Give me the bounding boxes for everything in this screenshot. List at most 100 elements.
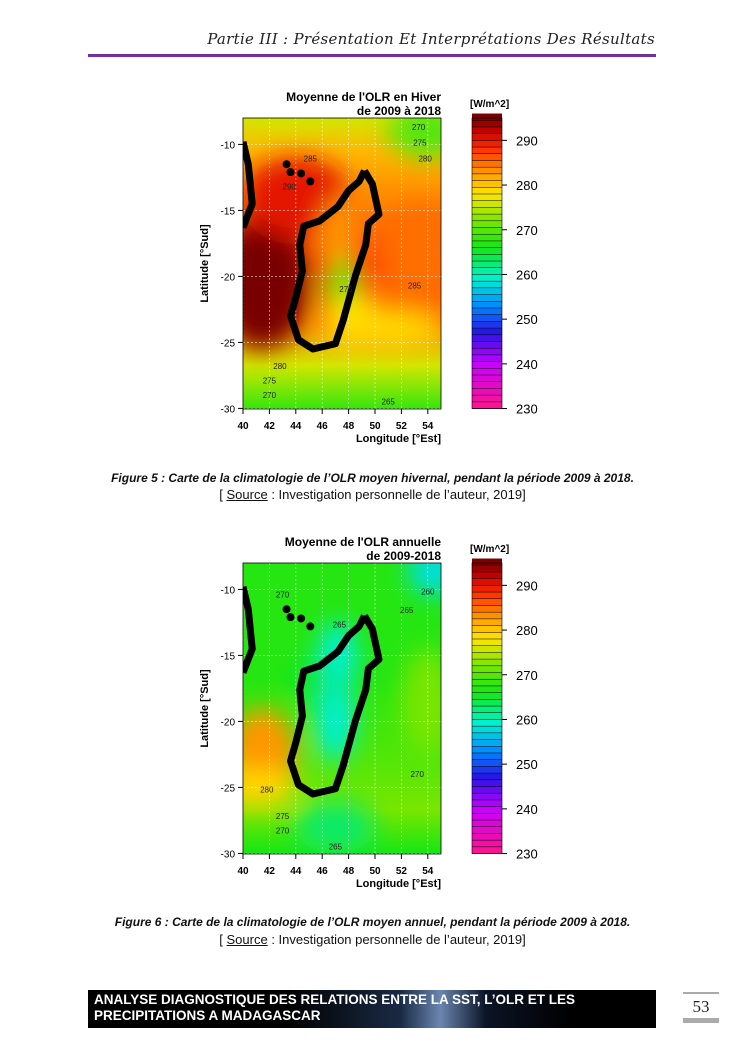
x-tick-label: 52	[396, 421, 408, 432]
colorbar-band	[472, 126, 502, 134]
colorbar-band	[472, 826, 502, 834]
colorbar-frame	[471, 562, 503, 854]
colorbar-band	[472, 699, 502, 707]
colorbar-band	[472, 659, 502, 667]
x-tick-label: 46	[317, 421, 329, 432]
colorbar-band	[472, 334, 502, 342]
source-text: : Investigation personnelle de l’auteur,…	[267, 487, 526, 502]
x-tick-label: 48	[343, 866, 355, 877]
colorbar-band	[472, 120, 502, 128]
contour-label: 265	[382, 397, 396, 406]
colorbar-band	[472, 638, 502, 646]
colorbar-tick-label: 290	[516, 133, 538, 148]
colorbar-tick-label: 260	[516, 712, 538, 727]
comoros-island	[282, 605, 291, 614]
footer-line-1: ANALYSE DIAGNOSTIQUE DES RELATIONS ENTRE…	[94, 992, 576, 1007]
colorbar-band	[472, 274, 502, 282]
olr-field-region	[401, 648, 441, 755]
colorbar-band	[472, 307, 502, 315]
colorbar-band	[472, 227, 502, 235]
colorbar-band	[472, 133, 502, 141]
olr-field-region	[408, 563, 441, 596]
contour-label: 270	[412, 123, 426, 132]
colorbar-band	[472, 625, 502, 633]
x-tick-label: 48	[343, 421, 355, 432]
x-axis-label: Longitude [°Est]	[356, 878, 441, 890]
figure-5-caption: Figure 5 : Carte de la climatologie de l…	[111, 471, 634, 485]
page-number: 53	[692, 997, 710, 1016]
colorbar-tick-label: 260	[516, 267, 538, 282]
colorbar-band	[472, 685, 502, 693]
colorbar-band	[472, 618, 502, 626]
footer-banner: ANALYSE DIAGNOSTIQUE DES RELATIONS ENTRE…	[88, 990, 656, 1028]
colorbar-band	[472, 187, 502, 195]
colorbar-band	[472, 348, 502, 356]
comoros-island	[297, 614, 306, 623]
plot-frame	[242, 117, 442, 410]
contour-label: 265	[329, 842, 343, 851]
olr-field-region	[335, 309, 441, 349]
colorbar-band	[472, 167, 502, 175]
colorbar-band	[472, 247, 502, 255]
colorbar-band	[472, 147, 502, 155]
colorbar-band	[472, 672, 502, 680]
colorbar-band	[472, 314, 502, 322]
source-word: Source	[226, 932, 268, 947]
footer-line-2: PRECIPITATIONS A MADAGASCAR	[94, 1008, 321, 1023]
x-tick-label: 44	[290, 866, 302, 877]
header-rule	[88, 54, 656, 57]
y-tick-label: -30	[221, 849, 236, 860]
colorbar-band	[472, 281, 502, 289]
colorbar-band	[472, 732, 502, 740]
contour-label: 280	[260, 786, 274, 795]
colorbar-tick-label: 240	[516, 802, 538, 817]
comoros-island	[282, 160, 291, 169]
map-field: 270 260 265 265 270 280 275 270 265	[243, 563, 441, 854]
colorbar-band	[472, 173, 502, 181]
contour-label: 265	[333, 621, 347, 630]
comoros-island	[297, 169, 306, 178]
y-tick-label: -25	[221, 783, 236, 794]
x-tick-label: 42	[264, 866, 276, 877]
colorbar-band	[472, 759, 502, 767]
colorbar-band	[472, 140, 502, 148]
y-tick-label: -30	[221, 404, 236, 415]
colorbar-band	[472, 799, 502, 807]
contour-label: 265	[400, 606, 414, 615]
colorbar-tick-label: 250	[516, 312, 538, 327]
contour-label: 275	[276, 812, 290, 821]
colorbar-band	[472, 375, 502, 383]
madagascar-coastline	[287, 168, 383, 353]
contour-label: 270	[263, 391, 277, 400]
colorbar-band	[472, 571, 502, 579]
colorbar-band	[472, 234, 502, 242]
colorbar-band	[472, 193, 502, 201]
colorbar-band	[472, 388, 502, 396]
africa-coastline	[243, 140, 256, 229]
colorbar-band	[472, 605, 502, 613]
colorbar-band	[472, 786, 502, 794]
colorbar-band	[472, 395, 502, 403]
map-subtitle: de 2009-2018	[366, 549, 441, 563]
x-tick-label: 54	[422, 866, 434, 877]
colorbar-band	[472, 207, 502, 215]
colorbar-band	[472, 558, 502, 566]
contour-label: 290	[283, 182, 297, 191]
colorbar-band	[472, 773, 502, 781]
colorbar-band	[472, 846, 502, 854]
x-tick-label: 40	[237, 866, 249, 877]
contour-label: 260	[421, 588, 435, 597]
colorbar-band	[472, 598, 502, 606]
page-number-rule-top	[683, 992, 719, 994]
colorbar-band	[472, 840, 502, 848]
contour-label: 285	[408, 281, 422, 290]
colorbar-band	[472, 214, 502, 222]
comoros-island	[286, 168, 295, 177]
colorbar-band	[472, 267, 502, 275]
y-axis-label: Latitude [°Sud]	[199, 224, 211, 303]
colorbar-band	[472, 746, 502, 754]
colorbar-unit: [W/m^2]	[470, 99, 509, 110]
y-axis-label: Latitude [°Sud]	[199, 669, 211, 748]
colorbar-band	[472, 321, 502, 329]
